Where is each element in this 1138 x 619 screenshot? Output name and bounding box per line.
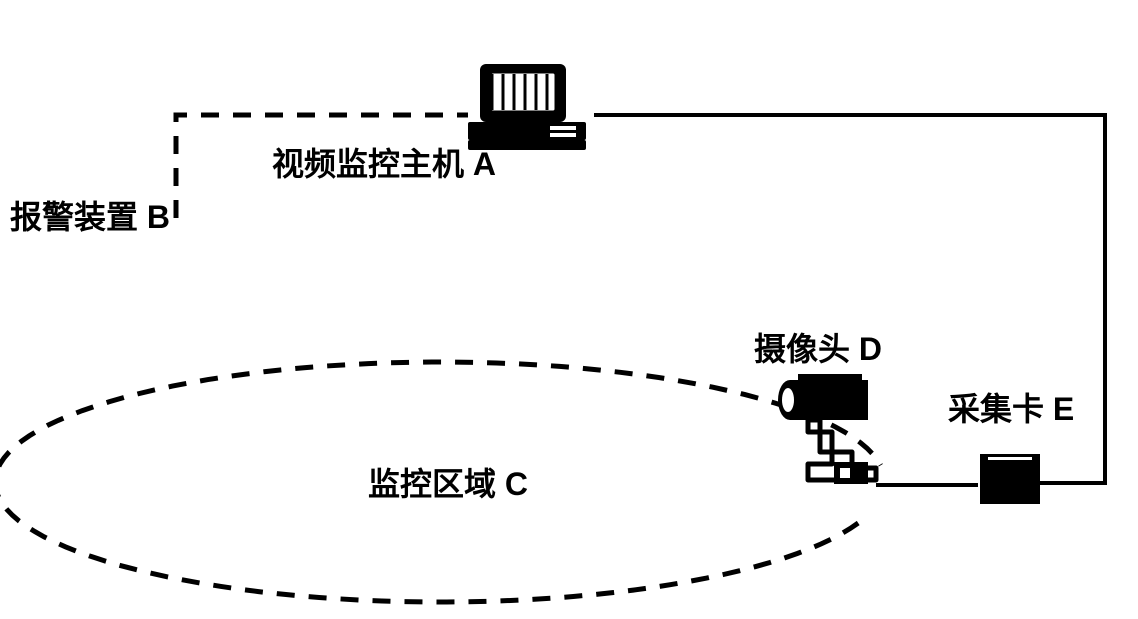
- edge-1: [594, 115, 1105, 483]
- label-host-a: 视频监控主机 A: [272, 146, 496, 182]
- camera-icon: [778, 374, 876, 484]
- capture-card-icon: [980, 454, 1040, 504]
- label-camera-d: 摄像头 D: [754, 331, 882, 367]
- label-alarm-b: 报警装置 B: [10, 199, 170, 235]
- host-computer-icon: [468, 64, 586, 150]
- label-card-e: 采集卡 E: [948, 391, 1074, 427]
- label-region-c: 监控区域 C: [368, 466, 528, 502]
